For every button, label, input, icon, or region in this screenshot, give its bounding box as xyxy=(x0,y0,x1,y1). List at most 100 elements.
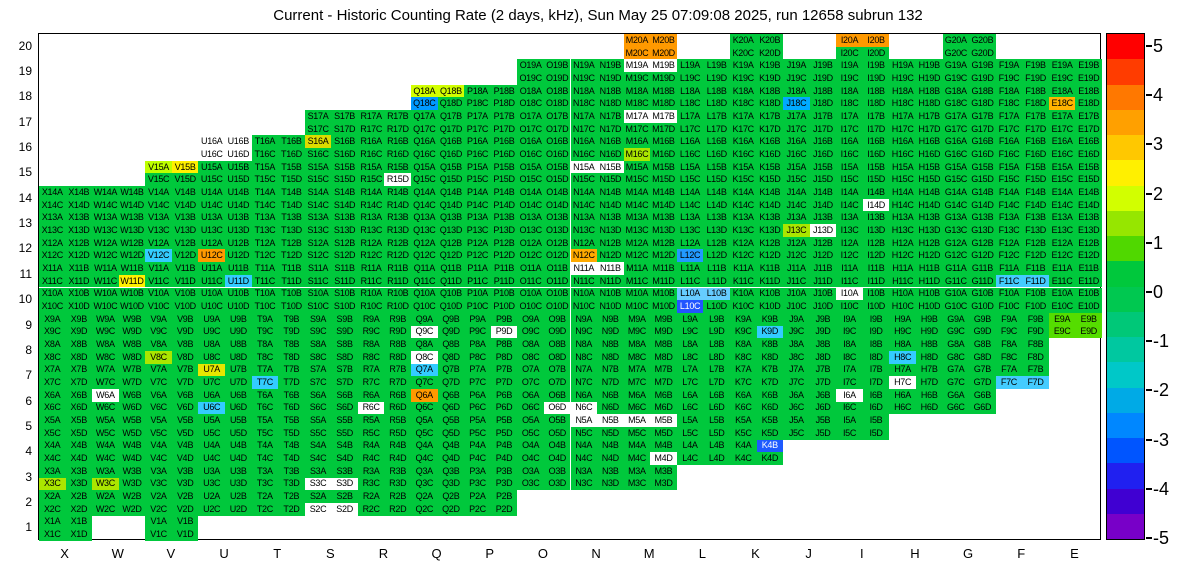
channel-M8B: M8B xyxy=(650,338,677,351)
channel-I17C: I17C xyxy=(836,122,863,136)
detector-cell-F19: F19A F19B F19C F19D xyxy=(995,59,1049,85)
channel-N16B: N16B xyxy=(597,135,624,149)
channel-G20A: G20A xyxy=(942,34,970,47)
detector-cell-Q6: Q6A Q6B Q6C Q6D xyxy=(411,388,465,415)
detector-cell-L4: L4A L4B L4C L4D xyxy=(676,439,730,465)
colorbar-segment-12 xyxy=(1107,337,1144,363)
channel-S3B: S3B xyxy=(331,464,358,478)
channel-V13A: V13A xyxy=(145,211,172,225)
colorbar-segment-5 xyxy=(1107,160,1144,186)
detector-cell-Q11: Q11A Q11B Q11C Q11D xyxy=(411,262,465,288)
channel-P6C: P6C xyxy=(464,401,491,415)
channel-H12B: H12B xyxy=(915,236,943,250)
channel-L12C: L12C xyxy=(676,249,704,263)
channel-F8B: F8B xyxy=(1022,338,1049,351)
channel-W11B: W11B xyxy=(118,262,146,275)
channel-I9C: I9C xyxy=(836,325,863,339)
channel-R5C: R5C xyxy=(357,426,385,440)
channel-T15D: T15D xyxy=(278,173,305,187)
channel-O17A: O17A xyxy=(517,110,544,123)
channel-W7A: W7A xyxy=(92,363,119,377)
channel-H19A: H19A xyxy=(889,59,916,73)
channel-S13C: S13C xyxy=(304,224,332,237)
channel-M4D: M4D xyxy=(650,452,677,465)
channel-S11C: S11C xyxy=(304,274,332,288)
channel-M3A: M3A xyxy=(623,464,651,478)
channel-R8D: R8D xyxy=(384,350,412,364)
channel-E11D: E11D xyxy=(1075,274,1102,288)
channel-M11C: M11C xyxy=(623,274,651,288)
channel-W6C: W6C xyxy=(92,401,119,415)
channel-M11B: M11B xyxy=(650,262,677,275)
channel-H15C: H15C xyxy=(889,173,916,187)
channel-L9D: L9D xyxy=(703,325,730,339)
channel-H14D: H14D xyxy=(915,198,943,212)
channel-V10D: V10D xyxy=(171,300,199,313)
detector-cell-M14: M14A M14B M14C M14D xyxy=(623,186,677,212)
channel-K18A: K18A xyxy=(729,84,757,98)
detector-cell-R8: R8A R8B R8C R8D xyxy=(357,338,412,364)
channel-L11C: L11C xyxy=(676,274,704,288)
channel-N6D: N6D xyxy=(597,401,624,415)
channel-M3B: M3B xyxy=(650,464,677,478)
channel-E17A: E17A xyxy=(1048,110,1076,123)
channel-I5A: I5A xyxy=(836,414,863,427)
channel-R5D: R5D xyxy=(384,426,412,440)
channel-O9A: O9A xyxy=(517,312,544,326)
channel-G20B: G20B xyxy=(969,34,996,47)
channel-Q14D: Q14D xyxy=(437,198,465,212)
channel-N15A: N15A xyxy=(570,160,598,174)
channel-R7B: R7B xyxy=(384,363,412,377)
channel-T4C: T4C xyxy=(251,452,279,465)
channel-U5A: U5A xyxy=(198,414,225,427)
channel-L8A: L8A xyxy=(676,338,704,351)
channel-S12D: S12D xyxy=(331,249,358,263)
detector-cell-J13: J13A J13B J13C J13D xyxy=(783,211,837,237)
channel-V14C: V14C xyxy=(145,198,172,212)
detector-cell-S12: S12A S12B S12C S12D xyxy=(304,236,358,263)
channel-R3D: R3D xyxy=(384,477,412,491)
channel-U6B: U6B xyxy=(225,388,252,402)
detector-cell-K17: K17A K17B K17C K17D xyxy=(729,110,784,136)
channel-S9D: S9D xyxy=(331,325,358,339)
detector-cell-W6: W6A W6B W6C W6D xyxy=(92,388,146,415)
detector-cell-L19: L19A L19B L19C L19D xyxy=(676,59,730,85)
colorbar-tick-label-2: 2 xyxy=(1153,183,1164,204)
colorbar-segment-0 xyxy=(1107,34,1144,60)
channel-H13B: H13B xyxy=(915,211,943,225)
channel-Q12B: Q12B xyxy=(437,236,465,250)
channel-W7B: W7B xyxy=(118,363,146,377)
channel-G17C: G17C xyxy=(942,122,970,136)
channel-Q3D: Q3D xyxy=(437,477,465,491)
channel-I14D: I14D xyxy=(862,198,890,212)
channel-J10D: J10D xyxy=(809,300,837,313)
channel-P11B: P11B xyxy=(490,262,518,275)
channel-F18A: F18A xyxy=(995,84,1023,98)
channel-P17D: P17D xyxy=(490,122,518,136)
channel-L17C: L17C xyxy=(676,122,704,136)
channel-R16B: R16B xyxy=(384,135,412,149)
channel-X5C: X5C xyxy=(39,426,66,440)
channel-N8B: N8B xyxy=(597,338,624,351)
channel-L16B: L16B xyxy=(703,135,730,149)
detector-cell-X2: X2A X2B X2C X2D xyxy=(39,490,93,516)
channel-R13D: R13D xyxy=(384,224,412,237)
detector-cell-S7: S7A S7B S7C S7D xyxy=(304,363,358,389)
channel-O19B: O19B xyxy=(543,59,571,73)
detector-cell-I17: I17A I17B I17C I17D xyxy=(836,110,890,136)
channel-S6A: S6A xyxy=(304,388,332,402)
colorbar-segment-1 xyxy=(1107,59,1144,85)
channel-T3A: T3A xyxy=(251,464,279,478)
channel-T7B: T7B xyxy=(278,363,305,377)
channel-F15C: F15C xyxy=(995,173,1023,187)
channel-F8A: F8A xyxy=(995,338,1023,351)
channel-N13D: N13D xyxy=(597,224,624,237)
channel-R17D: R17D xyxy=(384,122,412,136)
channel-T7C: T7C xyxy=(251,376,279,389)
channel-J11A: J11A xyxy=(783,262,810,275)
detector-cell-X9: X9A X9B X9C X9D xyxy=(39,312,93,339)
channel-E15C: E15C xyxy=(1048,173,1076,187)
channel-G19D: G19D xyxy=(969,72,996,85)
channel-O7C: O7C xyxy=(517,376,544,389)
channel-N14D: N14D xyxy=(597,198,624,212)
